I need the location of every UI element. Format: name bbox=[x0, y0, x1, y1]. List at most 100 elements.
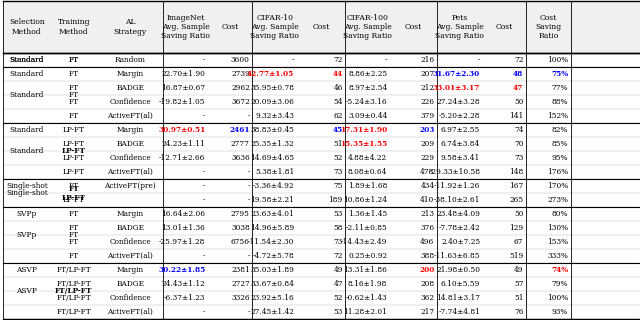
Text: FT/LP-FT: FT/LP-FT bbox=[56, 280, 92, 288]
Text: ActiveFT(al): ActiveFT(al) bbox=[108, 308, 153, 316]
Text: LP-FT: LP-FT bbox=[63, 126, 85, 134]
Text: 8.97±2.54: 8.97±2.54 bbox=[348, 84, 387, 92]
Text: CIFAR-10
Avg. Sample
Saving Ratio: CIFAR-10 Avg. Sample Saving Ratio bbox=[250, 14, 299, 40]
Text: 93%: 93% bbox=[552, 308, 568, 316]
Text: 27.45±1.42: 27.45±1.42 bbox=[250, 308, 294, 316]
Text: -: - bbox=[203, 168, 205, 176]
Text: 2.40±7.25: 2.40±7.25 bbox=[441, 238, 480, 246]
Text: 14.81±3.17: 14.81±3.17 bbox=[436, 294, 480, 302]
Text: 73: 73 bbox=[514, 154, 524, 162]
Text: 213: 213 bbox=[420, 210, 435, 218]
Text: 376: 376 bbox=[420, 224, 435, 232]
Text: 129: 129 bbox=[509, 224, 524, 232]
Text: Single-shot: Single-shot bbox=[6, 182, 48, 190]
Text: FT/LP-FT: FT/LP-FT bbox=[56, 266, 92, 274]
Text: 23.48±4.09: 23.48±4.09 bbox=[436, 210, 480, 218]
Text: 100%: 100% bbox=[547, 56, 568, 64]
Text: Confidence: Confidence bbox=[109, 238, 151, 246]
Text: 2962: 2962 bbox=[231, 84, 250, 92]
Text: Standard: Standard bbox=[10, 56, 44, 64]
Text: -3.36±4.92: -3.36±4.92 bbox=[253, 182, 294, 190]
Text: 519: 519 bbox=[509, 252, 524, 260]
Text: 11.28±2.01: 11.28±2.01 bbox=[344, 308, 387, 316]
Text: 51: 51 bbox=[514, 294, 524, 302]
Text: 30.22±1.85: 30.22±1.85 bbox=[158, 266, 205, 274]
Text: Random: Random bbox=[115, 56, 146, 64]
Text: 9.58±3.41: 9.58±3.41 bbox=[441, 154, 480, 162]
Text: 62: 62 bbox=[333, 112, 343, 120]
Text: 4.88±4.22: 4.88±4.22 bbox=[348, 154, 387, 162]
Text: 47: 47 bbox=[513, 84, 524, 92]
Text: 72: 72 bbox=[333, 56, 343, 64]
Text: 20.09±3.06: 20.09±3.06 bbox=[250, 98, 294, 106]
Text: AL
Strategy: AL Strategy bbox=[114, 18, 147, 36]
Text: -6.37±1.23: -6.37±1.23 bbox=[164, 294, 205, 302]
Text: 170%: 170% bbox=[547, 182, 568, 190]
Text: Standard: Standard bbox=[10, 70, 44, 78]
Text: CIFAR-100
Avg. Sample
Saving Ratio: CIFAR-100 Avg. Sample Saving Ratio bbox=[343, 14, 392, 40]
Text: Margin: Margin bbox=[116, 126, 144, 134]
Text: 27.24±3.28: 27.24±3.28 bbox=[436, 98, 480, 106]
Text: LP-FT: LP-FT bbox=[63, 196, 85, 204]
Text: 2795: 2795 bbox=[231, 210, 250, 218]
Text: Margin: Margin bbox=[116, 70, 144, 78]
Text: 2777: 2777 bbox=[231, 140, 250, 148]
Text: BADGE: BADGE bbox=[116, 224, 144, 232]
Text: ActiveFT(al): ActiveFT(al) bbox=[108, 168, 153, 176]
Text: 13.01±1.36: 13.01±1.36 bbox=[161, 224, 205, 232]
Text: 42.77±1.05: 42.77±1.05 bbox=[247, 70, 294, 78]
Text: -5.24±3.16: -5.24±3.16 bbox=[346, 98, 387, 106]
Text: 217: 217 bbox=[420, 308, 435, 316]
Text: 85%: 85% bbox=[552, 140, 568, 148]
Text: 16.64±2.06: 16.64±2.06 bbox=[161, 210, 205, 218]
Text: -2.11±0.85: -2.11±0.85 bbox=[346, 224, 387, 232]
Text: 478: 478 bbox=[420, 168, 435, 176]
Text: 52: 52 bbox=[333, 154, 343, 162]
Text: 100%: 100% bbox=[547, 294, 568, 302]
Text: -7.74±4.81: -7.74±4.81 bbox=[438, 308, 480, 316]
Text: -: - bbox=[248, 168, 250, 176]
Text: 54: 54 bbox=[333, 98, 343, 106]
Text: 0.25±0.92: 0.25±0.92 bbox=[348, 252, 387, 260]
Text: FT/LP-FT: FT/LP-FT bbox=[56, 308, 92, 316]
Text: 24.43±1.12: 24.43±1.12 bbox=[161, 280, 205, 288]
Text: -: - bbox=[248, 196, 250, 204]
Text: -: - bbox=[203, 56, 205, 64]
Text: 208: 208 bbox=[420, 280, 435, 288]
Text: 44: 44 bbox=[333, 70, 343, 78]
Text: ActiveFT(pre): ActiveFT(pre) bbox=[104, 182, 156, 190]
Text: FT
LP-FT: FT LP-FT bbox=[62, 185, 86, 202]
Text: FT: FT bbox=[69, 252, 79, 260]
Text: FT: FT bbox=[69, 210, 79, 218]
Text: 6.74±3.84: 6.74±3.84 bbox=[441, 140, 480, 148]
Text: 203: 203 bbox=[419, 126, 435, 134]
Text: 53: 53 bbox=[333, 308, 343, 316]
Text: 49: 49 bbox=[333, 266, 343, 274]
Text: ActiveFT(al): ActiveFT(al) bbox=[108, 252, 153, 260]
Text: 30.97±0.51: 30.97±0.51 bbox=[158, 126, 205, 134]
Text: Confidence: Confidence bbox=[109, 98, 151, 106]
Text: 1.36±1.45: 1.36±1.45 bbox=[348, 210, 387, 218]
Text: -29.33±10.58: -29.33±10.58 bbox=[429, 168, 480, 176]
Text: LP-FT: LP-FT bbox=[62, 147, 86, 155]
Text: 167: 167 bbox=[509, 182, 524, 190]
Text: 9.32±3.43: 9.32±3.43 bbox=[255, 112, 294, 120]
Text: 17.31±1.90: 17.31±1.90 bbox=[340, 126, 387, 134]
Text: -: - bbox=[203, 182, 205, 190]
Text: 45: 45 bbox=[333, 126, 343, 134]
Text: 152%: 152% bbox=[547, 112, 568, 120]
Text: 19.58±2.21: 19.58±2.21 bbox=[250, 196, 294, 204]
Text: 14.96±5.89: 14.96±5.89 bbox=[250, 224, 294, 232]
Text: 75%: 75% bbox=[551, 70, 568, 78]
Text: 6.10±5.59: 6.10±5.59 bbox=[441, 280, 480, 288]
Text: 23.92±5.16: 23.92±5.16 bbox=[251, 294, 294, 302]
Text: 67: 67 bbox=[514, 238, 524, 246]
Text: FT/LP-FT: FT/LP-FT bbox=[55, 287, 93, 295]
Text: 8.86±2.25: 8.86±2.25 bbox=[348, 70, 387, 78]
Text: 76: 76 bbox=[514, 308, 524, 316]
Text: -: - bbox=[248, 112, 250, 120]
Text: 2461: 2461 bbox=[229, 126, 250, 134]
Text: 141: 141 bbox=[509, 112, 524, 120]
Text: 6756: 6756 bbox=[231, 238, 250, 246]
Text: 80%: 80% bbox=[552, 210, 568, 218]
